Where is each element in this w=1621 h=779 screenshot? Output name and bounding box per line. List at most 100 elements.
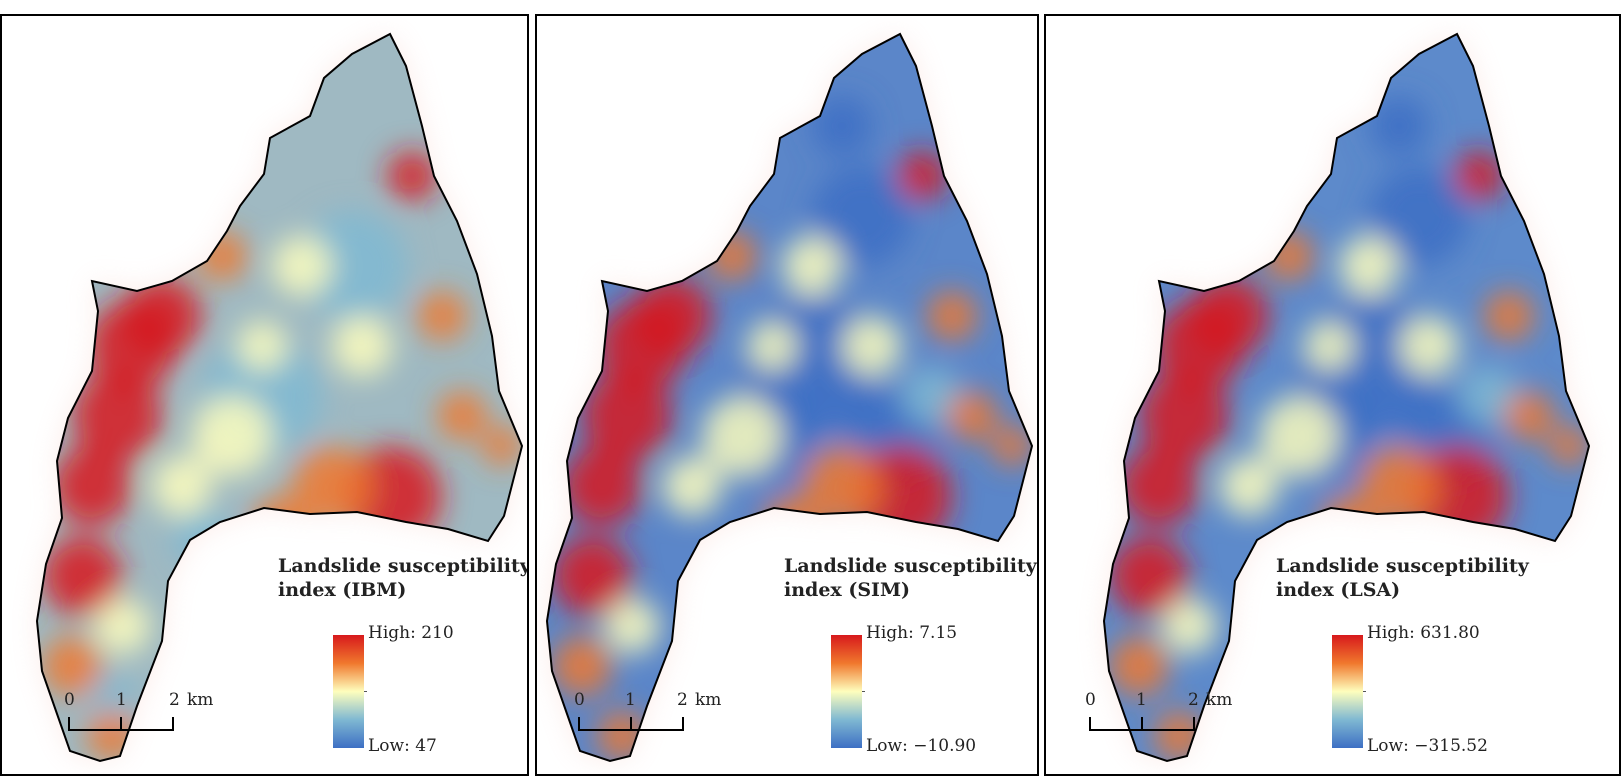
legend-high-label: High: 210 (368, 623, 454, 643)
moderate-susceptibility-zone (1161, 598, 1217, 654)
high-susceptibility-zone (1109, 636, 1169, 696)
high-susceptibility-zone (417, 291, 467, 341)
legend-title: Landslide susceptibility index (IBM) (278, 554, 529, 602)
low-susceptibility-zone (812, 166, 912, 266)
scale-label-0: 0 (574, 690, 585, 710)
scale-unit: km (1206, 690, 1233, 710)
legend-title: Landslide susceptibility index (LSA) (1276, 554, 1529, 602)
legend-high-label: High: 631.80 (1367, 623, 1480, 643)
scale-label-0: 0 (1085, 690, 1096, 710)
scale-unit: km (695, 690, 722, 710)
moderate-susceptibility-zone (1219, 456, 1279, 516)
high-susceptibility-zone (122, 276, 202, 356)
low-susceptibility-zone (90, 674, 134, 718)
high-susceptibility-zone (632, 276, 712, 356)
high-susceptibility-zone (1504, 391, 1554, 441)
high-susceptibility-zone (1454, 151, 1504, 201)
scale-bar (578, 717, 684, 731)
moderate-susceptibility-zone (152, 456, 212, 516)
scale-label-2: 2 (677, 690, 688, 710)
susceptibility-map-ibm (35, 32, 524, 763)
high-susceptibility-zone (42, 636, 102, 696)
moderate-susceptibility-zone (332, 316, 392, 376)
watershed-boundary (545, 32, 1034, 763)
scale-unit: km (187, 690, 214, 710)
moderate-susceptibility-zone (1259, 396, 1339, 476)
moderate-susceptibility-zone (94, 598, 150, 654)
high-susceptibility-zone (947, 391, 997, 441)
color-ramp-mid-tick (1363, 691, 1366, 692)
scale-label-2: 2 (1188, 690, 1199, 710)
high-susceptibility-zone (1319, 496, 1379, 556)
low-susceptibility-zone (1369, 96, 1429, 156)
scale-label-2: 2 (169, 690, 180, 710)
legend-title-line1: Landslide susceptibility (1276, 555, 1529, 577)
color-ramp-mid-tick (364, 691, 367, 692)
low-susceptibility-zone (297, 211, 407, 321)
scale-label-1: 1 (116, 690, 127, 710)
high-susceptibility-zone (292, 446, 372, 526)
susceptibility-map-sim (545, 32, 1034, 763)
legend-title-line2: index (LSA) (1276, 579, 1401, 601)
high-susceptibility-zone (897, 151, 947, 201)
map-panel-sim: Landslide susceptibility index (SIM) Hig… (535, 14, 1039, 776)
watershed-boundary (1102, 32, 1591, 763)
high-susceptibility-zone (252, 496, 312, 556)
scale-bar (1089, 717, 1195, 731)
high-susceptibility-zone (1189, 276, 1269, 356)
moderate-susceptibility-zone (192, 396, 272, 476)
low-susceptibility-zone (1369, 166, 1469, 266)
moderate-susceptibility-zone (272, 236, 332, 296)
scale-label-1: 1 (625, 690, 636, 710)
high-susceptibility-zone (387, 151, 437, 201)
legend-title-line2: index (SIM) (784, 579, 910, 601)
moderate-susceptibility-zone (1399, 316, 1459, 376)
high-susceptibility-zone (582, 371, 672, 461)
high-susceptibility-zone (562, 446, 642, 526)
high-susceptibility-zone (1484, 291, 1534, 341)
moderate-susceptibility-zone (782, 236, 842, 296)
moderate-susceptibility-zone (1304, 321, 1354, 371)
high-susceptibility-zone (437, 391, 487, 441)
susceptibility-raster (547, 34, 1032, 761)
scale-bar (68, 717, 174, 731)
color-ramp (333, 635, 364, 748)
legend-title-line1: Landslide susceptibility (784, 555, 1037, 577)
moderate-susceptibility-zone (842, 316, 902, 376)
legend-title: Landslide susceptibility index (SIM) (784, 554, 1037, 602)
legend-title-line2: index (IBM) (278, 579, 407, 601)
high-susceptibility-zone (802, 446, 882, 526)
high-susceptibility-zone (927, 291, 977, 341)
moderate-susceptibility-zone (604, 598, 660, 654)
map-panel-ibm: Landslide susceptibility index (IBM) Hig… (0, 14, 529, 776)
scale-label-0: 0 (64, 690, 75, 710)
high-susceptibility-zone (482, 426, 522, 466)
map-panel-lsa: Landslide susceptibility index (LSA) Hig… (1044, 14, 1621, 776)
high-susceptibility-zone (552, 536, 632, 616)
low-susceptibility-zone (902, 366, 962, 426)
susceptibility-raster (37, 34, 522, 761)
high-susceptibility-zone (1549, 426, 1589, 466)
high-susceptibility-zone (552, 636, 612, 696)
moderate-susceptibility-zone (237, 321, 287, 371)
legend-title-line1: Landslide susceptibility (278, 555, 529, 577)
high-susceptibility-zone (1359, 446, 1439, 526)
scale-label-1: 1 (1136, 690, 1147, 710)
watershed-boundary (35, 32, 524, 763)
color-ramp (831, 635, 862, 748)
high-susceptibility-zone (42, 536, 122, 616)
color-ramp-mid-tick (862, 691, 865, 692)
high-susceptibility-zone (992, 426, 1032, 466)
legend-low-label: Low: −10.90 (866, 736, 977, 756)
high-susceptibility-zone (72, 371, 162, 461)
high-susceptibility-zone (1119, 446, 1199, 526)
high-susceptibility-zone (762, 496, 822, 556)
moderate-susceptibility-zone (1339, 236, 1399, 296)
high-susceptibility-zone (1109, 536, 1189, 616)
high-susceptibility-zone (52, 446, 132, 526)
moderate-susceptibility-zone (747, 321, 797, 371)
low-susceptibility-zone (812, 96, 872, 156)
moderate-susceptibility-zone (702, 396, 782, 476)
low-susceptibility-zone (1459, 366, 1519, 426)
color-ramp (1332, 635, 1363, 748)
